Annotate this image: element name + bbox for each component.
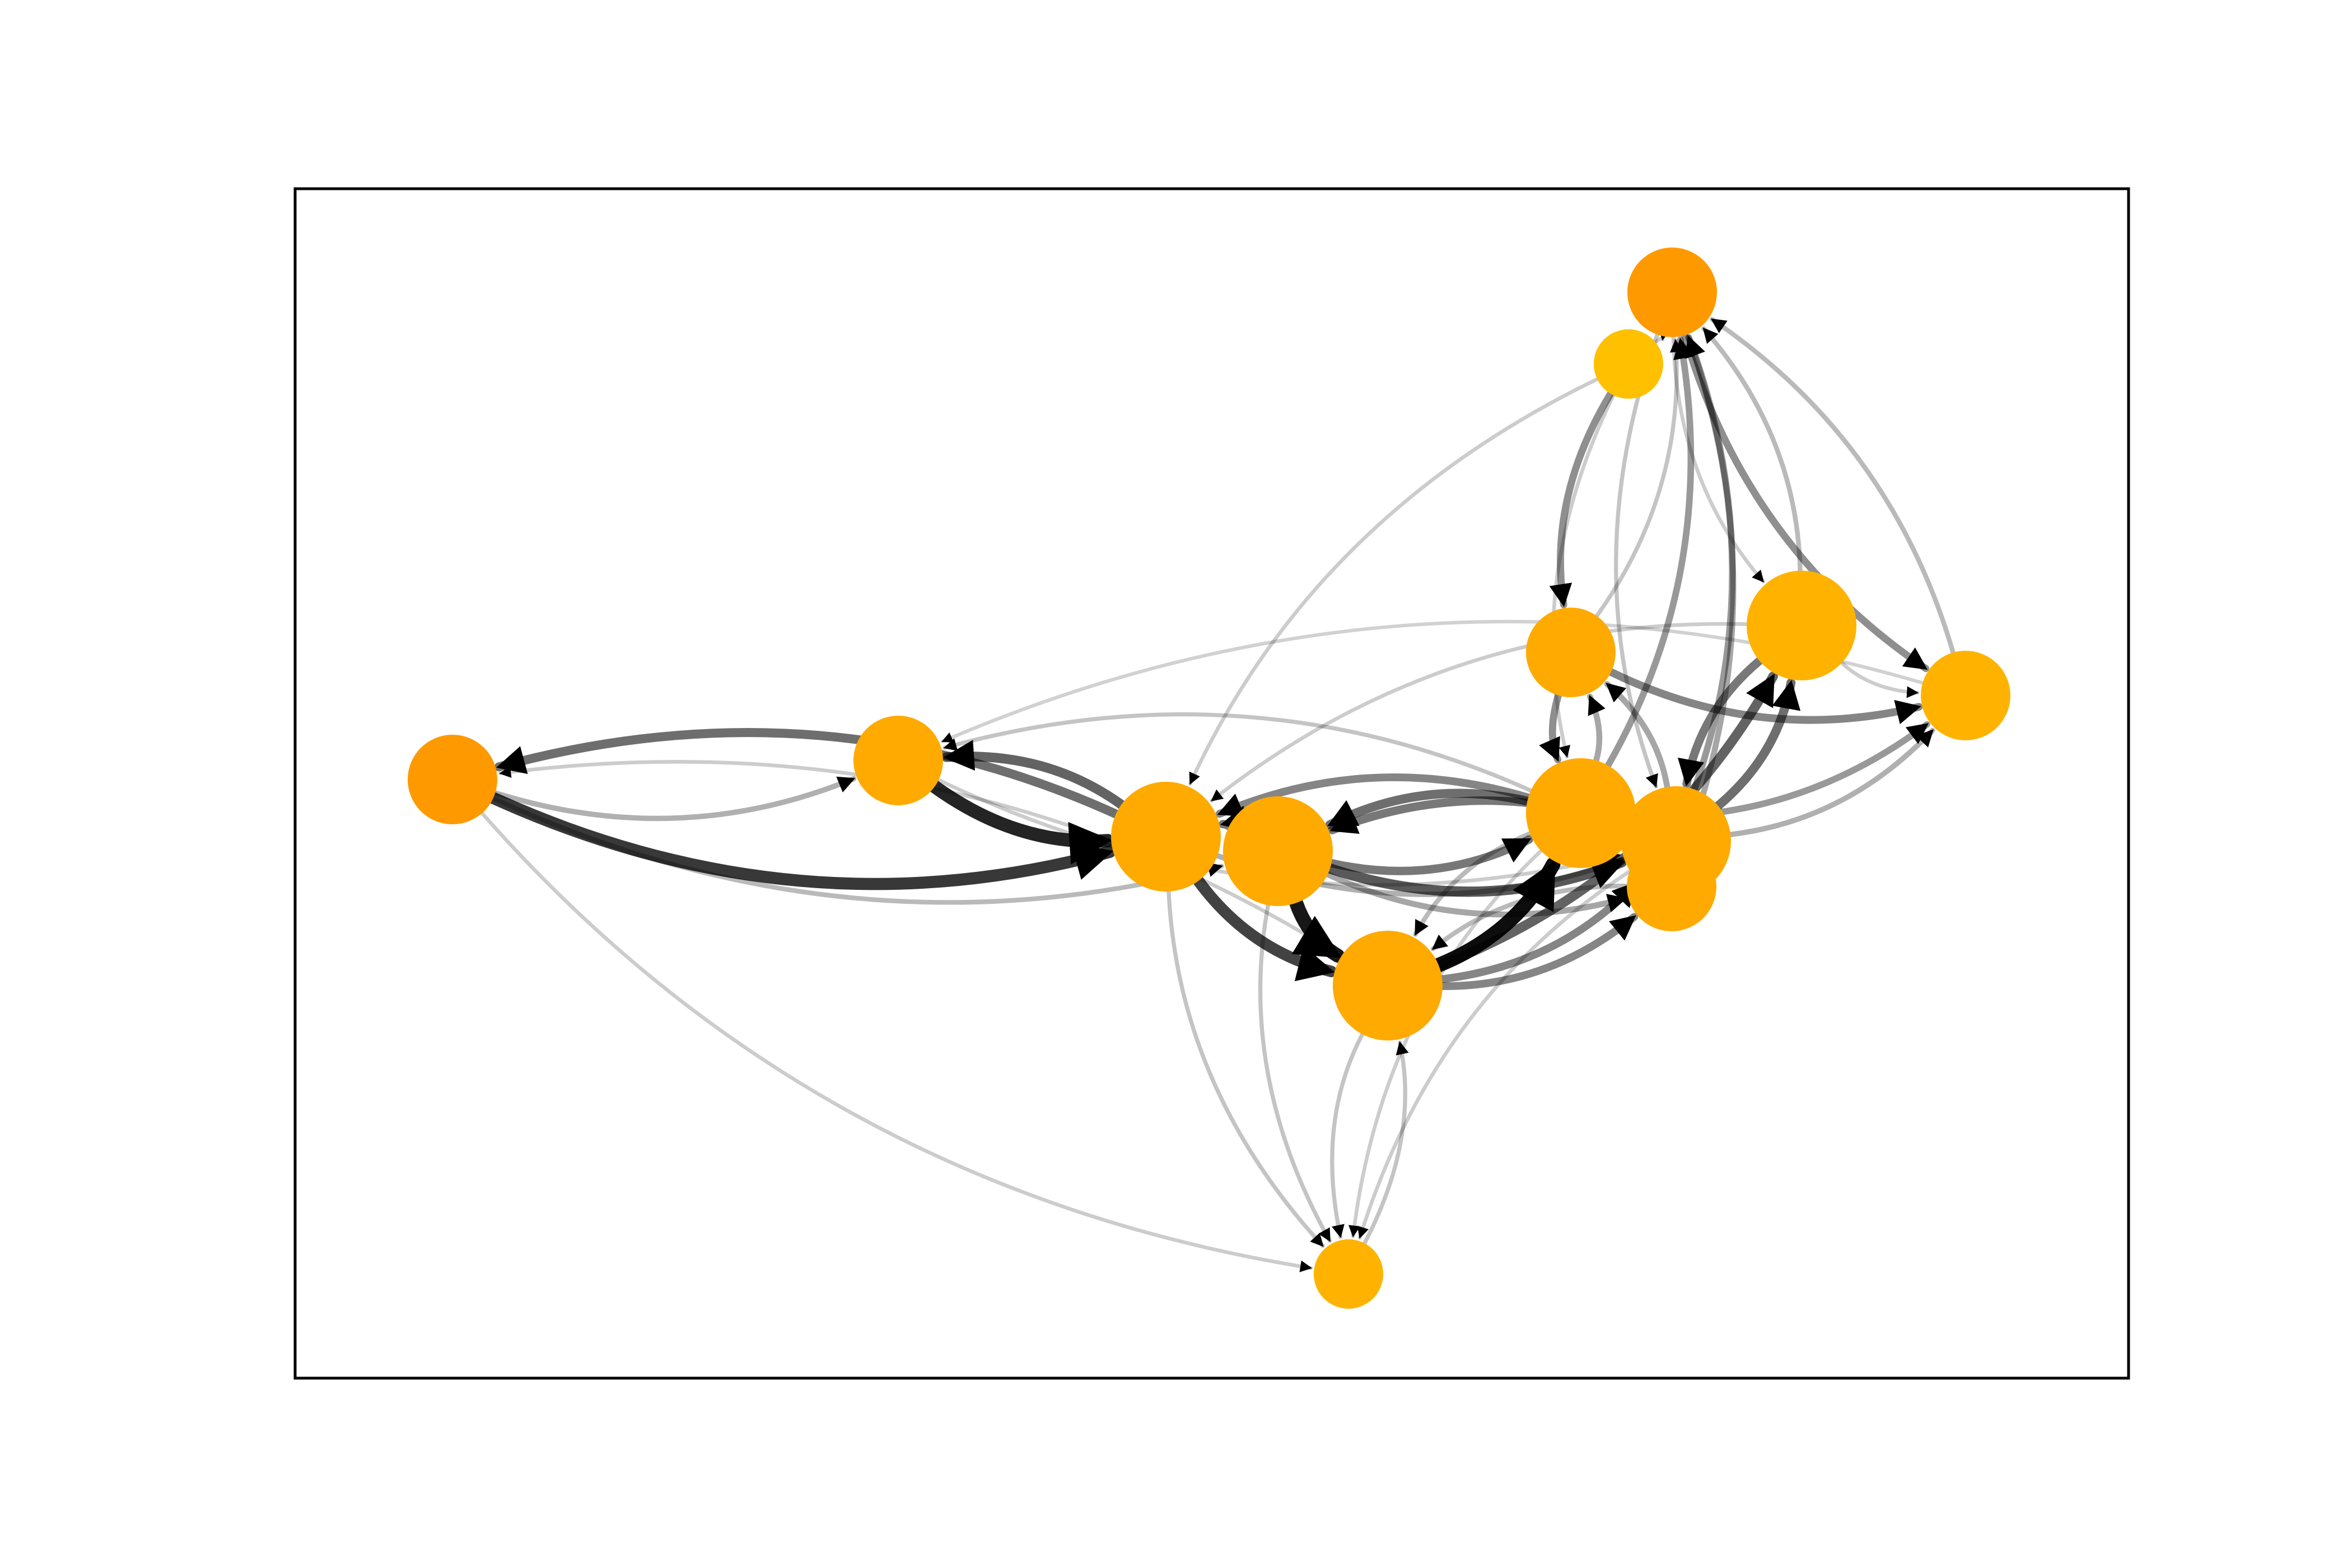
edge-n10-n3 <box>1188 377 1599 786</box>
edge-n6-n5 <box>1413 831 1533 937</box>
node-n1 <box>408 735 497 824</box>
node-n6 <box>1526 758 1636 868</box>
edge-n1-n4 <box>491 796 1224 905</box>
node-n2 <box>853 716 943 805</box>
edge-n4-n6 <box>1327 835 1533 875</box>
edge-n3-n2 <box>941 740 1126 810</box>
edge-n6-n11 <box>1604 336 1695 769</box>
edge-n4-n3 <box>1219 805 1250 832</box>
edge-n1-n2 <box>492 776 857 822</box>
edge-n3-n1 <box>494 728 1121 819</box>
node-n13 <box>1747 571 1856 680</box>
node-layer <box>408 248 2010 1309</box>
edge-n4-n14 <box>1258 903 1332 1243</box>
edge-n12-n9 <box>1607 668 1923 725</box>
edge-n3-n14 <box>1166 889 1325 1248</box>
edge-n7-n14 <box>1357 869 1632 1240</box>
edge-n8-n11 <box>1683 334 1737 848</box>
edge-n1-n14 <box>480 811 1313 1272</box>
node-n8 <box>1627 842 1716 931</box>
node-n11 <box>1627 248 1717 337</box>
node-n9 <box>1921 651 2010 740</box>
node-n4 <box>1223 796 1333 906</box>
edge-n13-n3 <box>1210 622 1749 802</box>
edge-n1-n3 <box>487 792 1116 890</box>
edge-n13-n7 <box>1677 656 1764 788</box>
edge-n9-n11 <box>1710 317 1956 655</box>
edge-n5-n14 <box>1330 1032 1365 1239</box>
edge-n14-n5 <box>1362 1040 1409 1245</box>
edge-n3-n5 <box>1192 875 1337 982</box>
edge-n12-n11 <box>1594 338 1683 618</box>
edge-n11-n9 <box>1681 332 1930 673</box>
node-n14 <box>1314 1239 1383 1309</box>
edge-n8-n5 <box>1430 883 1630 951</box>
edge-n12-n6 <box>1539 692 1562 763</box>
edge-n7-n13 <box>1714 678 1801 811</box>
edge-n4-n8 <box>1324 871 1628 918</box>
edge-n7-n11 <box>1685 334 1736 793</box>
edge-n6-n12 <box>1586 693 1606 764</box>
node-n3 <box>1111 782 1221 892</box>
edge-n13-n9 <box>1840 661 1920 698</box>
edge-n6-n3 <box>1215 773 1533 818</box>
edge-n2-n3 <box>928 780 1115 865</box>
edge-n5-n8 <box>1439 913 1639 990</box>
edge-n10-n11 <box>1654 328 1670 344</box>
node-n10 <box>1594 329 1663 399</box>
node-n12 <box>1526 608 1616 697</box>
edge-n6-n2 <box>942 712 1533 793</box>
edge-n10-n12 <box>1549 390 1614 609</box>
edge-n11-n7 <box>1614 332 1660 789</box>
edge-n13-n11 <box>1701 326 1803 573</box>
edge-n4-n7 <box>1324 857 1627 897</box>
edge-n5-n1 <box>498 759 1343 958</box>
plot-frame <box>293 187 2130 1380</box>
edge-n11-n13 <box>1671 335 1765 584</box>
edge-n7-n12 <box>1604 681 1670 790</box>
node-n5 <box>1333 931 1443 1040</box>
edge-n7-n9 <box>1728 727 1935 837</box>
edge-n10-n6 <box>1551 393 1616 759</box>
